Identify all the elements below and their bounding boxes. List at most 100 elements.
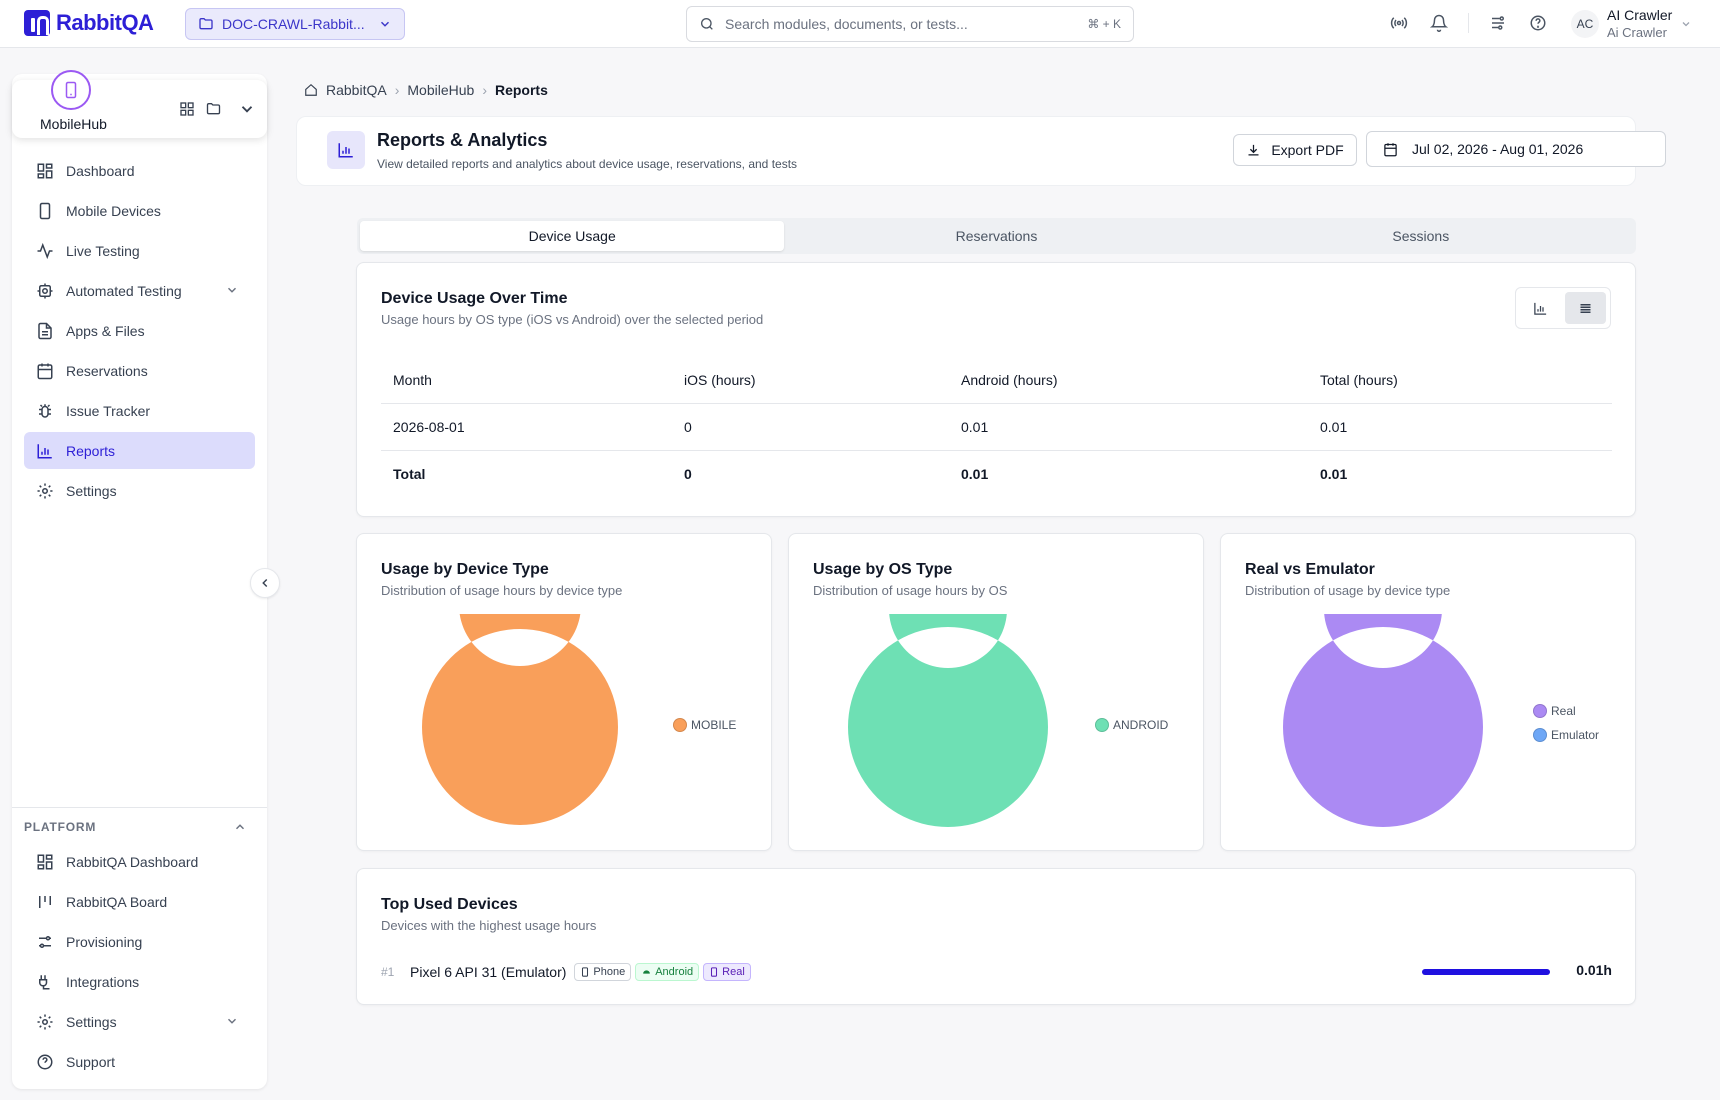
- chevron-down-icon: [380, 21, 390, 27]
- chart-view-button[interactable]: [1520, 292, 1561, 324]
- table-view-button[interactable]: [1565, 292, 1606, 324]
- platform-item-label: Provisioning: [66, 933, 143, 950]
- breadcrumb-module[interactable]: MobileHub: [407, 82, 475, 98]
- sidebar-item-label: Mobile Devices: [66, 202, 161, 219]
- avatar: AC: [1571, 10, 1599, 38]
- platform-header[interactable]: PLATFORM: [24, 820, 255, 834]
- project-name: DOC-CRAWL-Rabbit...: [222, 16, 365, 32]
- sidebar-collapse-button[interactable]: [250, 568, 280, 598]
- report-tabs: Device Usage Reservations Sessions: [357, 218, 1636, 254]
- donut-slice-real[interactable]: [1282, 614, 1483, 827]
- card-title: Device Usage Over Time: [381, 290, 568, 307]
- tab-device-usage[interactable]: Device Usage: [360, 221, 785, 251]
- grid-icon[interactable]: [179, 101, 195, 117]
- sidebar-item-label: Dashboard: [66, 162, 135, 179]
- chart-legend: ANDROID: [1095, 718, 1168, 732]
- chevron-down-icon: [1682, 22, 1690, 27]
- card-subtitle: Usage hours by OS type (iOS vs Android) …: [381, 312, 764, 327]
- platform-item-board[interactable]: RabbitQA Board: [24, 883, 255, 920]
- search-shortcut: ⌘ + K: [1087, 17, 1121, 31]
- logo-text: RabbitQA: [56, 10, 154, 35]
- sidebar-item-automated-testing[interactable]: Automated Testing: [24, 272, 255, 309]
- donut-slice-android[interactable]: [847, 614, 1048, 827]
- module-switcher[interactable]: MobileHub: [12, 70, 267, 138]
- column-header: iOS (hours): [672, 357, 949, 404]
- phone-icon: [711, 967, 718, 977]
- breadcrumb-current: Reports: [494, 82, 548, 98]
- legend-item-real[interactable]: Real: [1533, 704, 1599, 718]
- device-type-badge: Phone: [574, 963, 632, 981]
- tab-sessions[interactable]: Sessions: [1392, 228, 1450, 244]
- sidebar-divider: [12, 807, 267, 808]
- device-type-chart-card: Usage by Device Type Distribution of usa…: [356, 533, 772, 851]
- sidebar-item-label: Reservations: [66, 362, 148, 379]
- help-icon[interactable]: [1527, 12, 1549, 34]
- help-icon: [36, 1053, 54, 1071]
- sidebar-item-live-testing[interactable]: Live Testing: [24, 232, 255, 269]
- bug-icon: [36, 402, 54, 420]
- donut-slice-mobile[interactable]: [422, 614, 618, 825]
- legend-item-emulator[interactable]: Emulator: [1533, 728, 1599, 742]
- breadcrumb-separator: ›: [394, 82, 400, 98]
- legend-item-mobile[interactable]: MOBILE: [673, 718, 736, 732]
- platform-item-label: RabbitQA Board: [66, 893, 168, 910]
- theme-icon[interactable]: [1487, 12, 1509, 34]
- device-rank: #1: [381, 965, 395, 979]
- sidebar-item-issue-tracker[interactable]: Issue Tracker: [24, 392, 255, 429]
- chart-legend: Real Emulator: [1533, 704, 1599, 742]
- platform-header-label: PLATFORM: [24, 820, 97, 834]
- sidebar: MobileHub Dashboard Mobile Devices Live …: [12, 70, 267, 1089]
- logo[interactable]: RabbitQA: [24, 10, 154, 36]
- breadcrumb: RabbitQA › MobileHub › Reports: [304, 82, 548, 98]
- usage-table: Month iOS (hours) Android (hours) Total …: [381, 357, 1612, 497]
- sidebar-item-apps-files[interactable]: Apps & Files: [24, 312, 255, 349]
- legend-label: Real: [1551, 704, 1576, 718]
- platform-item-settings[interactable]: Settings: [24, 1003, 255, 1040]
- bar-chart-icon: [327, 131, 365, 169]
- project-selector[interactable]: DOC-CRAWL-Rabbit...: [185, 8, 405, 40]
- date-range-value: Jul 02, 2026 - Aug 01, 2026: [1412, 141, 1584, 157]
- calendar-icon: [1384, 142, 1397, 156]
- dashboard-icon: [36, 162, 54, 180]
- platform-item-label: Support: [66, 1053, 116, 1070]
- sidebar-item-mobile-devices[interactable]: Mobile Devices: [24, 192, 255, 229]
- search-input[interactable]: Search modules, documents, or tests... ⌘…: [686, 6, 1134, 42]
- platform-item-support[interactable]: Support: [24, 1043, 255, 1080]
- sidebar-item-reports[interactable]: Reports: [24, 432, 255, 469]
- sidebar-item-reservations[interactable]: Reservations: [24, 352, 255, 389]
- chevron-down-icon: [227, 1018, 237, 1024]
- chart-subtitle: Distribution of usage hours by device ty…: [381, 583, 623, 598]
- list-item[interactable]: #1 Pixel 6 API 31 (Emulator) Phone Andro…: [381, 960, 1612, 984]
- broadcast-icon[interactable]: [1388, 12, 1410, 34]
- legend-swatch: [673, 718, 687, 732]
- card-subtitle: Devices with the highest usage hours: [381, 918, 597, 933]
- chevron-up-icon: [235, 824, 245, 830]
- legend-item-android[interactable]: ANDROID: [1095, 718, 1168, 732]
- device-type-donut: [422, 614, 618, 825]
- table-cell: 0.01: [961, 465, 989, 482]
- column-header: Android (hours): [949, 357, 1308, 404]
- search-placeholder: Search modules, documents, or tests...: [725, 16, 968, 32]
- platform-item-provisioning[interactable]: Provisioning: [24, 923, 255, 960]
- gear-icon: [36, 482, 54, 500]
- bell-icon[interactable]: [1428, 12, 1450, 34]
- os-type-donut: [847, 614, 1048, 827]
- platform-item-dashboard[interactable]: RabbitQA Dashboard: [24, 843, 255, 880]
- folder-icon: [199, 18, 213, 30]
- chevron-down-icon: [227, 287, 237, 293]
- chevron-down-icon[interactable]: [238, 100, 256, 118]
- folder-icon[interactable]: [205, 101, 222, 117]
- date-range-picker[interactable]: Jul 02, 2026 - Aug 01, 2026: [1366, 131, 1666, 167]
- user-name: AI Crawler: [1607, 7, 1673, 23]
- user-menu[interactable]: AC AI Crawler Ai Crawler: [1571, 6, 1692, 42]
- table-total-row: Total 0 0.01 0.01: [381, 450, 1612, 497]
- platform-item-label: Settings: [66, 1013, 117, 1030]
- tab-reservations[interactable]: Reservations: [955, 228, 1038, 244]
- sidebar-item-settings[interactable]: Settings: [24, 472, 255, 509]
- breadcrumb-root[interactable]: RabbitQA: [326, 82, 387, 98]
- bot-icon: [36, 282, 54, 300]
- sidebar-item-dashboard[interactable]: Dashboard: [24, 152, 255, 189]
- legend-swatch: [1533, 728, 1547, 742]
- platform-item-integrations[interactable]: Integrations: [24, 963, 255, 1000]
- export-pdf-button[interactable]: Export PDF: [1233, 134, 1357, 166]
